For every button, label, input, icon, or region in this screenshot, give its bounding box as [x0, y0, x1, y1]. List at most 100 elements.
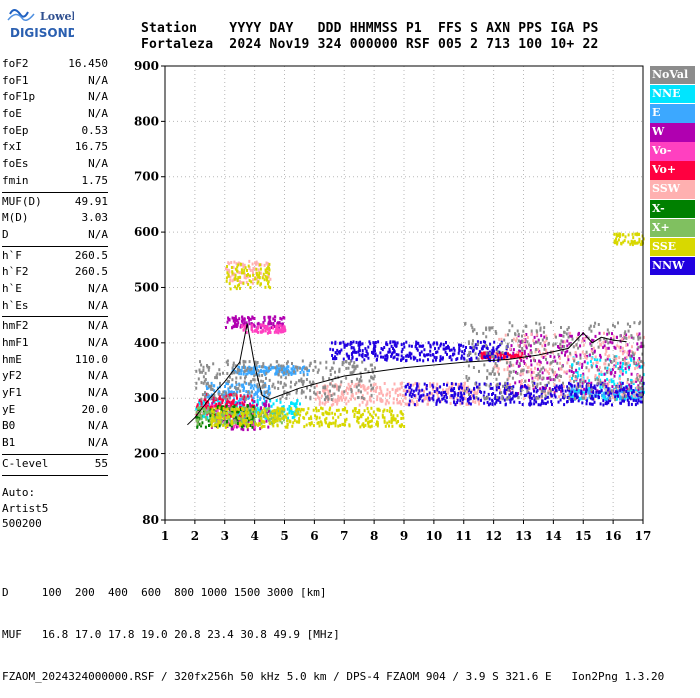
- echo-point: [423, 389, 425, 393]
- echo-point: [283, 390, 286, 394]
- echo-point: [539, 369, 541, 373]
- echo-point: [336, 398, 339, 402]
- echo-point: [574, 377, 577, 381]
- echo-point: [233, 277, 236, 281]
- echo-point: [266, 407, 269, 411]
- echo-point: [600, 370, 603, 374]
- echo-point: [517, 392, 520, 395]
- echo-point: [242, 366, 245, 369]
- echo-point: [629, 242, 632, 246]
- echo-point: [577, 338, 580, 342]
- echo-point: [530, 368, 533, 372]
- echo-point: [379, 386, 382, 389]
- echo-point: [412, 383, 415, 387]
- echo-point: [530, 359, 532, 363]
- echo-point: [613, 382, 616, 386]
- echo-point: [249, 286, 252, 290]
- echo-point: [579, 353, 582, 357]
- echo-point: [504, 333, 507, 337]
- echo-point: [548, 367, 551, 371]
- echo-point: [225, 404, 228, 408]
- echo-point: [202, 412, 205, 416]
- echo-point: [230, 414, 233, 418]
- echo-point: [401, 394, 404, 397]
- echo-point: [624, 235, 627, 239]
- echo-point: [244, 324, 247, 328]
- echo-point: [232, 399, 235, 402]
- echo-point: [252, 272, 254, 275]
- echo-point: [252, 273, 255, 277]
- echo-point: [268, 418, 270, 422]
- echo-point: [249, 370, 252, 374]
- echo-point: [552, 343, 555, 347]
- param-name: yE: [2, 402, 16, 416]
- echo-point: [519, 340, 522, 344]
- echo-point: [267, 269, 270, 273]
- echo-point: [569, 394, 572, 398]
- echo-point: [545, 348, 548, 352]
- echo-point: [233, 272, 236, 276]
- echo-point: [558, 379, 561, 383]
- echo-point: [603, 337, 606, 341]
- echo-point: [590, 357, 593, 361]
- echo-point: [268, 272, 270, 276]
- echo-point: [612, 335, 615, 339]
- echo-point: [510, 344, 513, 348]
- echo-point: [303, 365, 306, 369]
- echo-point: [626, 398, 629, 402]
- echo-point: [603, 385, 606, 389]
- echo-point: [312, 424, 315, 428]
- echo-point: [435, 351, 438, 354]
- param-value: N/A: [88, 436, 108, 450]
- echo-point: [317, 395, 320, 399]
- echo-point: [535, 333, 538, 337]
- param-value: N/A: [88, 107, 108, 121]
- echo-point: [228, 262, 231, 266]
- echo-point: [581, 396, 584, 400]
- echo-point: [238, 365, 241, 369]
- echo-point: [617, 386, 620, 390]
- echo-point: [335, 408, 338, 412]
- echo-point: [479, 340, 482, 344]
- echo-point: [302, 379, 305, 383]
- echo-point: [543, 347, 546, 351]
- echo-point: [234, 392, 237, 396]
- param-row: MUF(D) 49.91: [2, 194, 108, 211]
- echo-point: [575, 343, 578, 347]
- echo-point: [542, 401, 545, 405]
- echo-point: [245, 321, 248, 325]
- echo-point: [469, 397, 472, 401]
- echo-point: [578, 367, 581, 371]
- echo-point: [562, 340, 565, 344]
- echo-point: [395, 421, 398, 425]
- echo-point: [480, 398, 482, 402]
- echo-point: [242, 383, 245, 387]
- echo-point: [641, 376, 644, 380]
- echo-point: [296, 407, 299, 411]
- echo-point: [614, 398, 617, 402]
- echo-point: [499, 400, 502, 404]
- echo-point: [275, 399, 278, 402]
- echo-point: [233, 260, 236, 264]
- echo-point: [330, 366, 333, 370]
- echo-point: [283, 369, 286, 373]
- echo-point: [616, 394, 619, 398]
- echo-point: [204, 395, 207, 399]
- echo-point: [268, 387, 271, 391]
- echo-point: [570, 384, 573, 388]
- echo-point: [507, 353, 510, 357]
- echo-point: [370, 363, 373, 367]
- echo-point: [594, 374, 597, 378]
- separator: [2, 474, 108, 476]
- echo-point: [342, 393, 345, 397]
- echo-point: [412, 401, 415, 405]
- echo-point: [318, 416, 321, 420]
- echo-point: [272, 326, 275, 330]
- echo-point: [524, 379, 527, 383]
- echo-point: [475, 356, 478, 360]
- echo-point: [581, 384, 584, 388]
- echo-point: [429, 384, 432, 388]
- echo-point: [217, 392, 220, 396]
- echo-point: [295, 413, 298, 417]
- echo-point: [524, 324, 527, 328]
